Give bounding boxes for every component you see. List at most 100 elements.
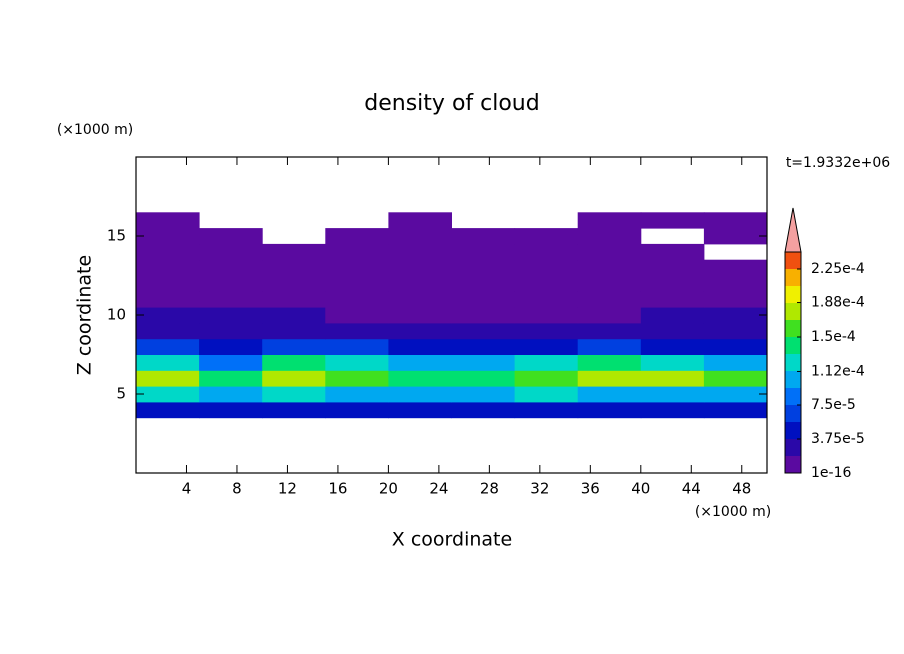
contour-cell bbox=[451, 338, 516, 355]
contour-cell bbox=[703, 386, 768, 403]
contour-cell bbox=[199, 338, 263, 355]
contour-cell bbox=[514, 386, 579, 403]
contour-cell bbox=[451, 370, 516, 387]
contour-cell bbox=[388, 307, 452, 324]
contour-cell bbox=[262, 259, 326, 276]
contour-cell bbox=[136, 291, 200, 308]
contour-cell bbox=[703, 307, 768, 324]
contour-cell bbox=[325, 307, 389, 324]
contour-cell bbox=[388, 212, 452, 229]
contour-cell bbox=[451, 354, 516, 371]
x-tick-label: 16 bbox=[328, 480, 347, 498]
contour-cell bbox=[136, 386, 200, 403]
x-tick-label: 8 bbox=[232, 480, 242, 498]
x-tick-label: 4 bbox=[182, 480, 192, 498]
contour-cell bbox=[136, 307, 200, 324]
contour-cell bbox=[262, 243, 326, 261]
y-tick-label: 5 bbox=[116, 385, 126, 403]
contour-cell bbox=[451, 386, 516, 403]
contour-cell bbox=[262, 370, 326, 387]
contour-cell bbox=[325, 386, 389, 403]
colorbar-band bbox=[785, 252, 801, 269]
contour-cell bbox=[388, 386, 452, 403]
contour-cell bbox=[262, 307, 326, 324]
contour-cell bbox=[262, 291, 326, 308]
y-unit: (×1000 m) bbox=[57, 122, 133, 138]
contour-cell bbox=[451, 259, 516, 276]
contour-cell bbox=[514, 370, 579, 387]
colorbar-label: 3.75e-5 bbox=[811, 431, 865, 447]
contour-cell bbox=[577, 228, 642, 245]
contour-cell bbox=[136, 322, 200, 340]
contour-cell bbox=[514, 401, 579, 419]
contour-cell bbox=[136, 338, 200, 355]
x-tick-label: 36 bbox=[581, 480, 600, 498]
contour-cell bbox=[451, 307, 516, 324]
contour-cell bbox=[514, 322, 579, 340]
contour-cell bbox=[388, 259, 452, 276]
contour-cell bbox=[640, 401, 705, 419]
x-tick-label: 40 bbox=[631, 480, 650, 498]
contour-cell bbox=[514, 259, 579, 276]
contour-cell bbox=[514, 307, 579, 324]
contour-cell bbox=[199, 259, 263, 276]
contour-cell bbox=[703, 370, 768, 387]
contour-cell bbox=[199, 243, 263, 261]
contour-cell bbox=[703, 275, 768, 292]
contour-cell bbox=[514, 275, 579, 292]
contour-cell bbox=[640, 307, 705, 324]
contour-cell bbox=[577, 322, 642, 340]
contour-cell bbox=[451, 322, 516, 340]
colorbar-label: 1.5e-4 bbox=[811, 329, 856, 345]
contour-cell bbox=[262, 401, 326, 419]
contour-cell bbox=[199, 228, 263, 245]
colorbar-label: 1e-16 bbox=[811, 465, 851, 481]
contour-cell bbox=[262, 275, 326, 292]
contour-cell bbox=[136, 401, 200, 419]
contour-cell bbox=[199, 307, 263, 324]
x-tick-label: 24 bbox=[429, 480, 448, 498]
contour-cell bbox=[199, 354, 263, 371]
contour-cell bbox=[262, 322, 326, 340]
contour-cell bbox=[703, 401, 768, 419]
colorbar-extend bbox=[784, 207, 802, 253]
colorbar-band bbox=[785, 286, 801, 303]
contour-cell bbox=[199, 291, 263, 308]
colorbar-band bbox=[785, 269, 801, 286]
contour-cell bbox=[388, 228, 452, 245]
contour-cell bbox=[388, 243, 452, 261]
colorbar-label: 1.12e-4 bbox=[811, 363, 865, 379]
contour-cell bbox=[325, 322, 389, 340]
colorbar-band bbox=[785, 371, 801, 388]
contour-cell bbox=[136, 212, 200, 229]
contour-cell bbox=[325, 275, 389, 292]
contour-cell bbox=[325, 259, 389, 276]
contour-cell bbox=[325, 243, 389, 261]
contour-cell bbox=[640, 370, 705, 387]
contour-cell bbox=[325, 401, 389, 419]
contour-cell bbox=[199, 322, 263, 340]
contour-cell bbox=[136, 354, 200, 371]
contour-cell bbox=[703, 291, 768, 308]
contour-cell bbox=[199, 275, 263, 292]
colorbar-band bbox=[785, 303, 801, 320]
contour-cell bbox=[577, 275, 642, 292]
contour-cell bbox=[388, 354, 452, 371]
contour-cell bbox=[514, 338, 579, 355]
contour-cell bbox=[577, 338, 642, 355]
contour-cell bbox=[325, 370, 389, 387]
contour-cell bbox=[514, 291, 579, 308]
contour-cell bbox=[577, 212, 642, 229]
time-label: t=1.9332e+06 bbox=[786, 155, 890, 171]
contour-cell bbox=[577, 259, 642, 276]
contour-cell bbox=[199, 401, 263, 419]
contour-cell bbox=[640, 275, 705, 292]
colorbar-label: 2.25e-4 bbox=[811, 261, 865, 277]
contour-cell bbox=[577, 291, 642, 308]
contour-cell bbox=[451, 401, 516, 419]
contour-cell bbox=[388, 322, 452, 340]
contour-cell bbox=[388, 291, 452, 308]
contour-cell bbox=[388, 370, 452, 387]
